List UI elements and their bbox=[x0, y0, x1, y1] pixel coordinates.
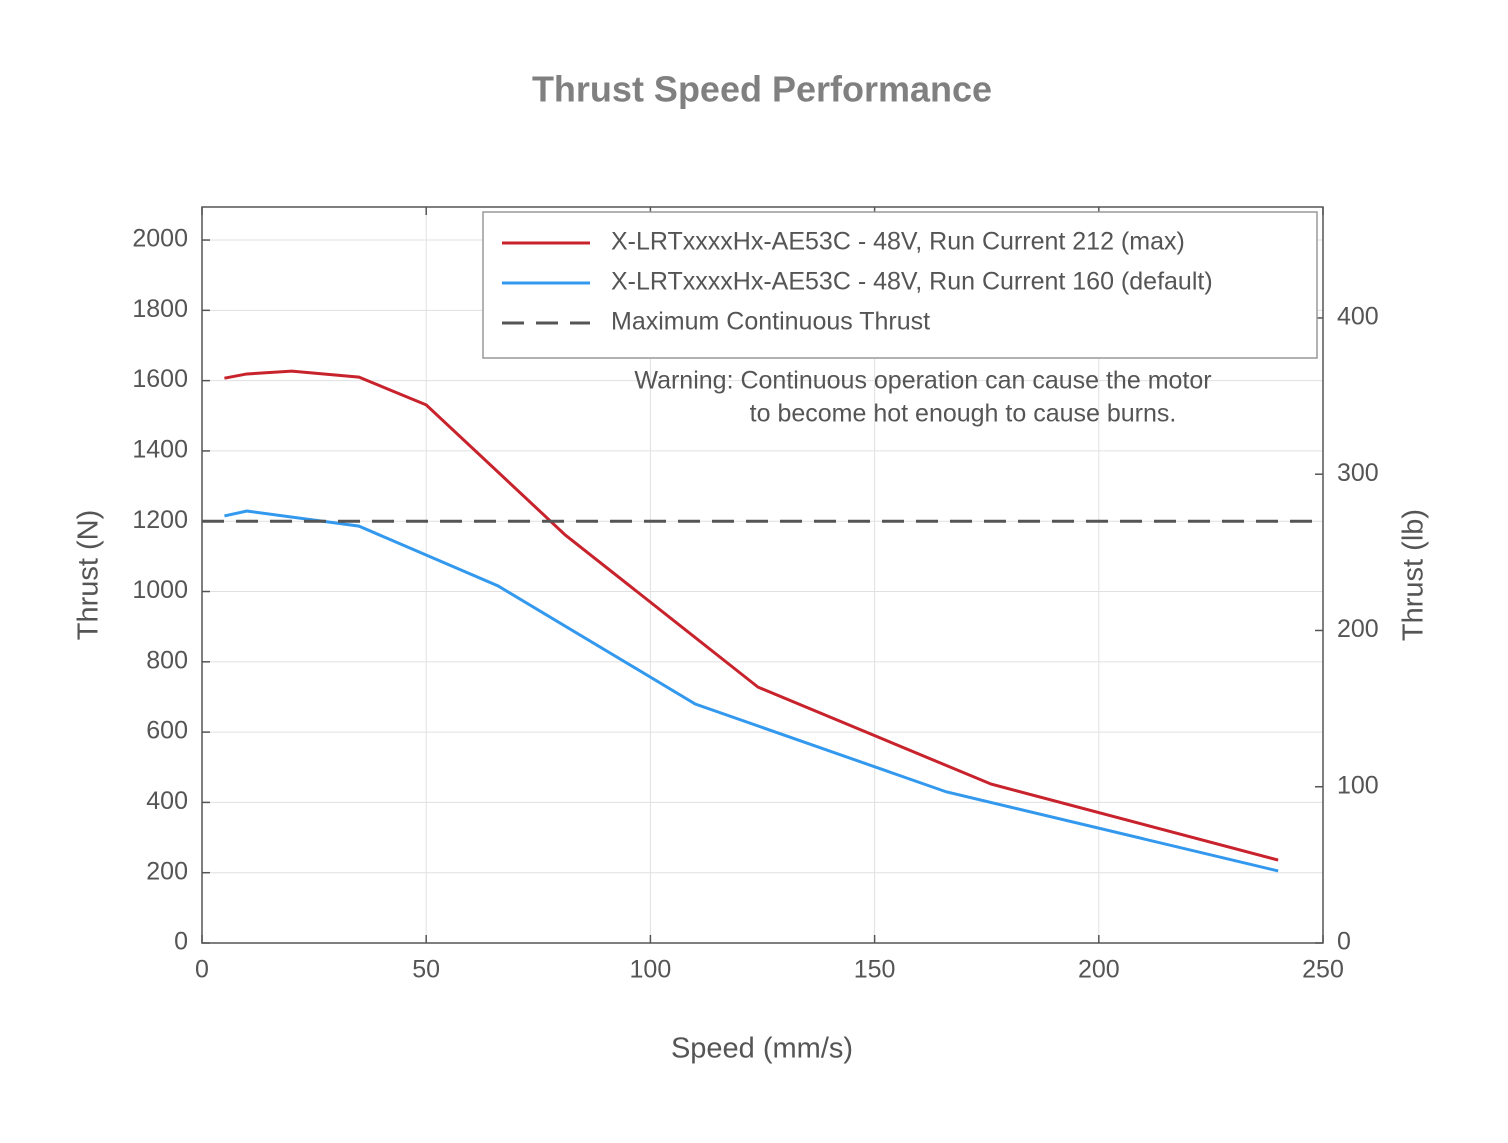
annotation: to become hot enough to cause burns. bbox=[750, 400, 1177, 428]
annotation: Warning: Continuous operation can cause … bbox=[634, 367, 1211, 395]
y-tick-label: 1400 bbox=[132, 436, 188, 464]
plot-frame bbox=[201, 206, 1324, 944]
legend-label: X-LRTxxxxHx-AE53C - 48V, Run Current 160… bbox=[611, 268, 1213, 296]
y-tick-label: 400 bbox=[146, 787, 188, 815]
series-line bbox=[224, 369, 1279, 862]
x-tick-label: 150 bbox=[854, 956, 896, 984]
y-tick-label: 1000 bbox=[132, 576, 188, 604]
y-tick-label: 1200 bbox=[132, 506, 188, 534]
x-axis-label: Speed (mm/s) bbox=[671, 1033, 853, 1065]
chart-title: Thrust Speed Performance bbox=[532, 69, 992, 110]
y-tick-label: 2000 bbox=[132, 225, 188, 253]
y2-tick-label: 0 bbox=[1337, 928, 1351, 956]
y2-tick-label: 100 bbox=[1337, 771, 1379, 799]
legend-label: Maximum Continuous Thrust bbox=[611, 308, 930, 336]
y-tick-label: 1600 bbox=[132, 365, 188, 393]
x-tick-label: 0 bbox=[195, 956, 209, 984]
legend-box bbox=[482, 211, 1318, 359]
y-tick-label: 600 bbox=[146, 717, 188, 745]
y-tick-label: 1800 bbox=[132, 295, 188, 323]
y2-axis-label: Thrust (lb) bbox=[1398, 509, 1430, 641]
y2-tick-label: 400 bbox=[1337, 303, 1379, 331]
y-tick-label: 200 bbox=[146, 857, 188, 885]
x-tick-label: 50 bbox=[412, 956, 440, 984]
series-line bbox=[224, 509, 1279, 873]
x-tick-label: 250 bbox=[1302, 956, 1344, 984]
x-tick-label: 200 bbox=[1078, 956, 1120, 984]
x-tick-label: 100 bbox=[630, 956, 672, 984]
y2-tick-label: 200 bbox=[1337, 615, 1379, 643]
y-tick-label: 0 bbox=[174, 928, 188, 956]
y-axis-label: Thrust (N) bbox=[73, 510, 105, 641]
y-tick-label: 800 bbox=[146, 646, 188, 674]
y2-tick-label: 300 bbox=[1337, 459, 1379, 487]
legend-label: X-LRTxxxxHx-AE53C - 48V, Run Current 212… bbox=[611, 228, 1185, 256]
